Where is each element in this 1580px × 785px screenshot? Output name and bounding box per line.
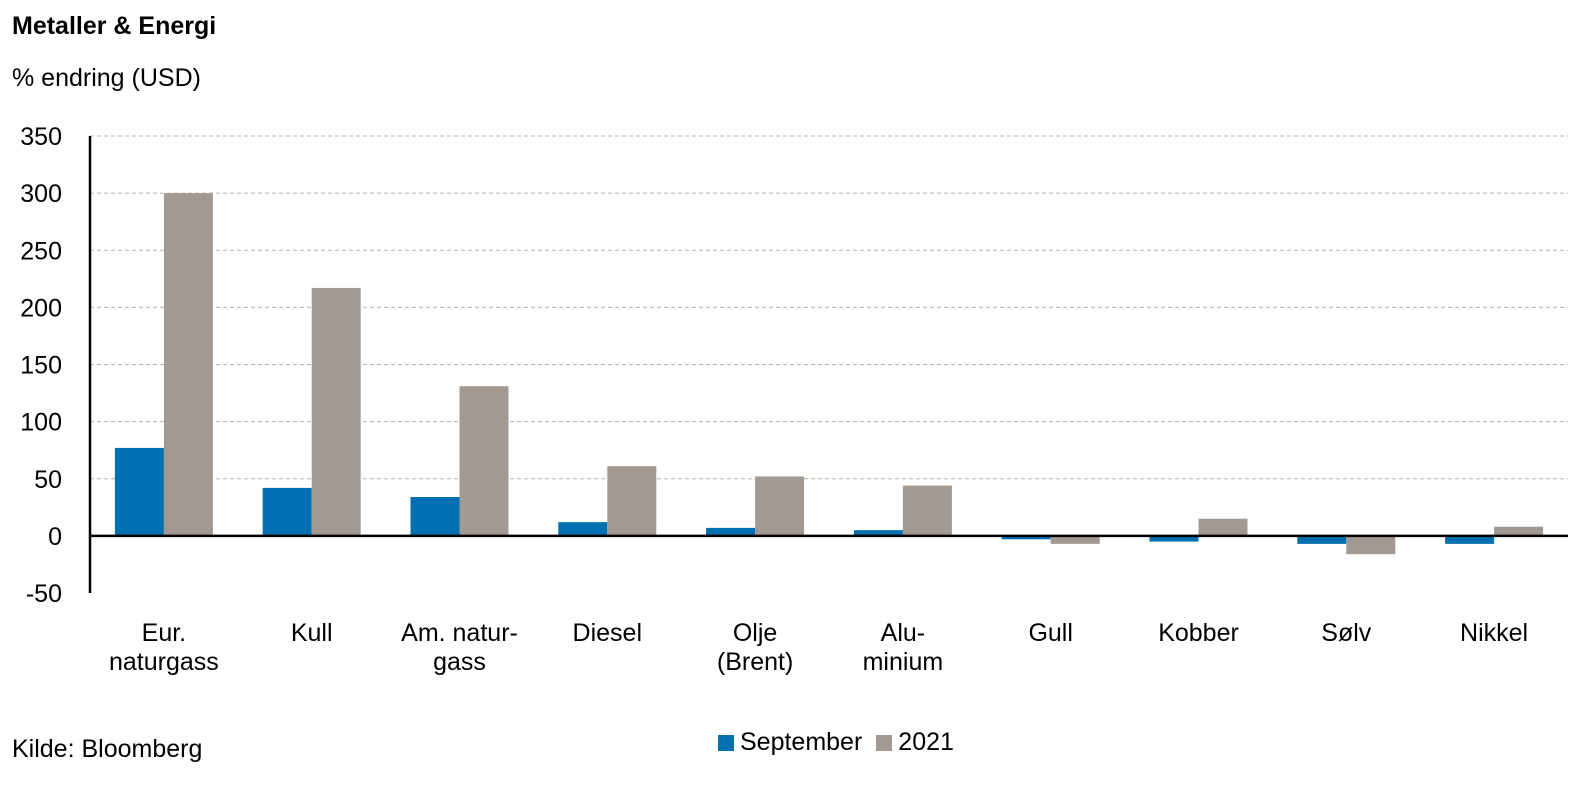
bar-2021-1 bbox=[311, 287, 361, 536]
legend-label-september: September bbox=[740, 728, 863, 756]
category-label: Olje bbox=[733, 619, 777, 647]
category-label: (Brent) bbox=[717, 648, 793, 676]
bar-september-1 bbox=[262, 487, 312, 536]
axes bbox=[88, 136, 1568, 593]
chart-title: Metaller & Energi bbox=[12, 12, 217, 40]
legend-swatch-2021 bbox=[876, 734, 893, 751]
y-tick-label: 150 bbox=[20, 352, 62, 380]
category-label: Am. natur- bbox=[401, 619, 518, 647]
y-tick-label: 100 bbox=[20, 409, 62, 437]
y-tick-label: 200 bbox=[20, 294, 62, 322]
bar-september-3 bbox=[558, 522, 608, 536]
y-tick-label: -50 bbox=[26, 580, 62, 608]
bar-2021-8 bbox=[1346, 535, 1396, 555]
bar-2021-3 bbox=[607, 466, 657, 536]
category-label: Gull bbox=[1028, 619, 1072, 647]
bar-2021-4 bbox=[755, 476, 805, 536]
bar-september-8 bbox=[1297, 535, 1347, 544]
category-label: Kull bbox=[291, 619, 333, 647]
category-label: naturgass bbox=[109, 648, 219, 676]
y-tick-label: 300 bbox=[20, 180, 62, 208]
category-label: Diesel bbox=[573, 619, 642, 647]
y-tick-label: 0 bbox=[48, 523, 62, 551]
bar-september-0 bbox=[114, 447, 164, 536]
bar-2021-0 bbox=[163, 193, 213, 536]
bar-september-7 bbox=[1149, 535, 1199, 542]
legend-label-2021: 2021 bbox=[898, 728, 954, 756]
source-note: Kilde: Bloomberg bbox=[12, 735, 203, 763]
category-label: Kobber bbox=[1158, 619, 1239, 647]
bar-2021-2 bbox=[459, 386, 509, 536]
category-label: Nikkel bbox=[1460, 619, 1528, 647]
bar-september-6 bbox=[1001, 535, 1051, 540]
legend-item-september: September bbox=[718, 728, 862, 757]
bar-2021-7 bbox=[1198, 518, 1248, 536]
y-tick-label: 50 bbox=[34, 466, 62, 494]
bar-2021-9 bbox=[1494, 526, 1544, 536]
bar-september-9 bbox=[1445, 535, 1495, 544]
category-label: Eur. bbox=[142, 619, 186, 647]
y-axis-ticks: 350 300 250 200 150 100 50 0 -50 bbox=[20, 123, 62, 608]
y-tick-label: 350 bbox=[20, 123, 62, 151]
bar-2021-6 bbox=[1050, 535, 1100, 544]
x-axis-categories: Eur.naturgass Kull Am. natur-gass Diesel Olj… bbox=[109, 619, 1528, 676]
category-label: Alu- bbox=[881, 619, 925, 647]
bar-2021-5 bbox=[902, 485, 952, 536]
legend: September 2021 bbox=[718, 728, 962, 757]
bar-september-4 bbox=[706, 527, 756, 536]
bar-september-2 bbox=[410, 497, 460, 536]
bar-september-5 bbox=[853, 530, 903, 536]
category-label: minium bbox=[863, 648, 944, 676]
category-label: Sølv bbox=[1321, 619, 1372, 647]
y-tick-label: 250 bbox=[20, 237, 62, 265]
y-axis-label: % endring (USD) bbox=[12, 64, 201, 92]
legend-item-2021: 2021 bbox=[876, 728, 954, 757]
bars bbox=[114, 193, 1544, 555]
legend-swatch-september bbox=[718, 734, 734, 751]
category-label: gass bbox=[433, 648, 486, 676]
